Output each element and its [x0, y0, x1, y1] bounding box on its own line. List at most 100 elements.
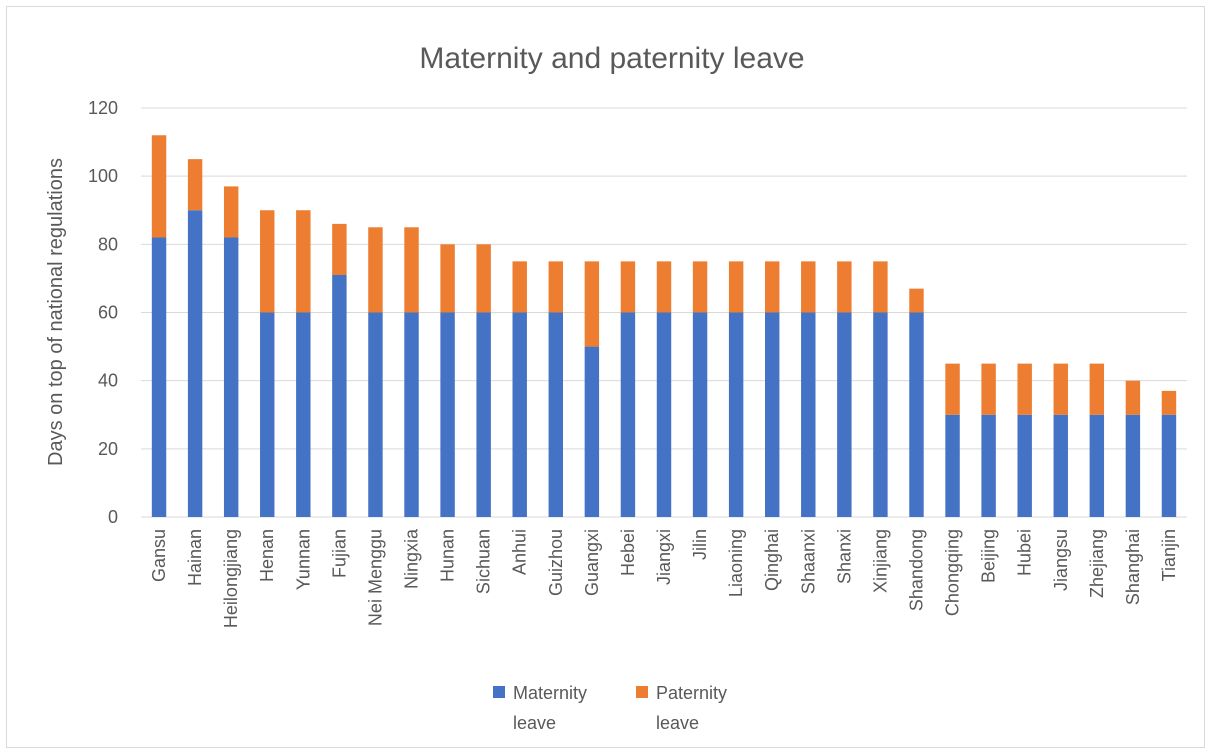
- bar-maternity: [584, 346, 600, 517]
- legend-label: Paternity: [656, 683, 727, 703]
- bar-maternity: [692, 312, 708, 517]
- x-tick-label: Qinghai: [762, 529, 782, 591]
- bar-paternity: [837, 261, 852, 313]
- bar-maternity: [873, 312, 888, 517]
- y-tick-label: 80: [98, 234, 118, 254]
- bar-maternity: [981, 414, 996, 517]
- bar-paternity: [368, 227, 383, 313]
- legend-label: Maternity: [513, 683, 587, 703]
- bar-maternity: [368, 312, 383, 517]
- x-tick-label: Sichuan: [474, 529, 494, 594]
- x-tick-label: Fujian: [329, 529, 349, 578]
- x-axis-ticks: Gansu Hainan Heilongjiang Henan Yunnan Fujian…: [149, 528, 1179, 628]
- bar-paternity: [873, 261, 888, 313]
- bar-paternity: [620, 261, 636, 313]
- y-tick-label: 60: [98, 303, 118, 323]
- x-tick-label: Shandong: [906, 529, 926, 611]
- bar-maternity: [332, 275, 347, 517]
- bar-maternity: [1017, 414, 1032, 517]
- bar-maternity: [548, 312, 564, 517]
- bar-paternity: [260, 210, 275, 313]
- bar-maternity: [837, 312, 852, 517]
- bar-maternity: [620, 312, 636, 517]
- bar-paternity: [656, 261, 672, 313]
- bar-maternity: [728, 312, 744, 517]
- bar-paternity: [512, 261, 527, 313]
- bar-paternity: [223, 186, 239, 238]
- x-tick-label: Hunan: [438, 529, 458, 582]
- x-tick-label: Henan: [257, 529, 277, 582]
- bar-paternity: [476, 244, 491, 313]
- x-tick-label: Gansu: [149, 529, 169, 582]
- y-tick-label: 0: [108, 507, 118, 527]
- bar-paternity: [187, 159, 203, 211]
- chart-title: Maternity and paternity leave: [419, 42, 804, 75]
- x-tick-label: Shanghai: [1123, 529, 1143, 605]
- x-tick-label: Hebei: [618, 529, 638, 576]
- x-tick-label: Jiangxi: [654, 529, 674, 585]
- bar-maternity: [187, 210, 203, 517]
- x-tick-label: Zhejiang: [1087, 529, 1107, 598]
- bar-paternity: [548, 261, 564, 313]
- x-tick-label: Xinjiang: [870, 529, 890, 593]
- bar-maternity: [801, 312, 816, 517]
- bar-maternity: [296, 312, 311, 517]
- bar-maternity: [260, 312, 275, 517]
- x-tick-label: Guizhou: [546, 529, 566, 596]
- gridlines: [141, 107, 1187, 518]
- bar-maternity: [404, 312, 419, 517]
- y-tick-label: 100: [88, 166, 118, 186]
- bar-paternity: [296, 210, 311, 313]
- x-tick-label: Jiangsu: [1051, 529, 1071, 591]
- bar-maternity: [1125, 414, 1141, 517]
- x-tick-label: Anhui: [510, 529, 530, 575]
- bar-paternity: [981, 363, 996, 415]
- x-tick-label: Shaanxi: [798, 529, 818, 594]
- x-tick-label: Ningxia: [402, 528, 422, 589]
- bar-maternity: [945, 414, 960, 517]
- legend-swatch: [636, 686, 648, 698]
- chart-frame: [6, 6, 1205, 748]
- bar-paternity: [764, 261, 780, 313]
- bar-paternity: [692, 261, 708, 313]
- bar-paternity: [1161, 390, 1177, 415]
- x-tick-label: Heilongjiang: [221, 529, 241, 628]
- legend-label: leave: [513, 713, 556, 733]
- bar-maternity: [764, 312, 780, 517]
- x-tick-label: Chongqing: [943, 529, 963, 616]
- bar-maternity: [1089, 414, 1105, 517]
- bar-paternity: [945, 363, 960, 415]
- x-tick-label: Tianjin: [1159, 529, 1179, 581]
- bar-maternity: [656, 312, 672, 517]
- y-tick-label: 20: [98, 439, 118, 459]
- x-tick-label: Beijing: [979, 529, 999, 583]
- x-tick-label: Hainan: [185, 529, 205, 586]
- bar-paternity: [1053, 363, 1068, 415]
- bar-paternity: [1125, 380, 1141, 415]
- y-axis-ticks: 0 20 40 60 80 100 120: [88, 98, 118, 527]
- y-tick-label: 120: [88, 98, 118, 118]
- x-tick-label: Nei Menggu: [365, 529, 385, 626]
- x-tick-label: Guangxi: [582, 529, 602, 596]
- bar-paternity: [1017, 363, 1032, 415]
- bar-maternity: [151, 237, 167, 517]
- bar-maternity: [223, 237, 239, 517]
- x-tick-label: Jilin: [690, 529, 710, 560]
- bar-paternity: [332, 223, 347, 276]
- legend-label: leave: [656, 713, 699, 733]
- x-tick-label: Liaoning: [726, 529, 746, 597]
- bar-paternity: [151, 135, 167, 238]
- bar-maternity: [440, 312, 455, 517]
- legend-swatch: [493, 686, 505, 698]
- x-tick-label: Hubei: [1015, 529, 1035, 576]
- bar-paternity: [801, 261, 816, 313]
- x-tick-label: Shanxi: [834, 529, 854, 584]
- bar-maternity: [476, 312, 491, 517]
- bar-paternity: [1089, 363, 1105, 415]
- bar-paternity: [584, 261, 600, 347]
- legend: Maternity leave Paternity leave: [493, 683, 727, 733]
- y-axis-label: Days on top of national regulations: [45, 158, 67, 466]
- bar-paternity: [404, 227, 419, 313]
- y-tick-label: 40: [98, 371, 118, 391]
